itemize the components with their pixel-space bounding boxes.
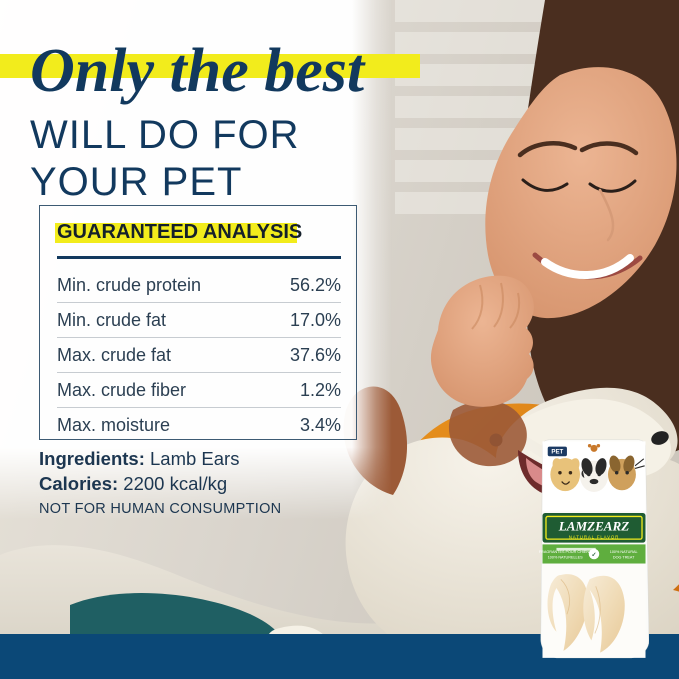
svg-text:100% NATURELLES: 100% NATURELLES [548, 555, 583, 559]
svg-text:DOG TREAT: DOG TREAT [613, 555, 635, 559]
svg-text:✓: ✓ [591, 552, 596, 559]
svg-text:100% NATURAL: 100% NATURAL [610, 550, 638, 554]
svg-text:PET: PET [551, 449, 563, 456]
svg-text:FRAGRANTES POUR CHIENS: FRAGRANTES POUR CHIENS [539, 550, 592, 554]
svg-text:NATURAL FLAVOR: NATURAL FLAVOR [569, 534, 619, 539]
svg-text:LAMZEARZ: LAMZEARZ [558, 518, 630, 533]
